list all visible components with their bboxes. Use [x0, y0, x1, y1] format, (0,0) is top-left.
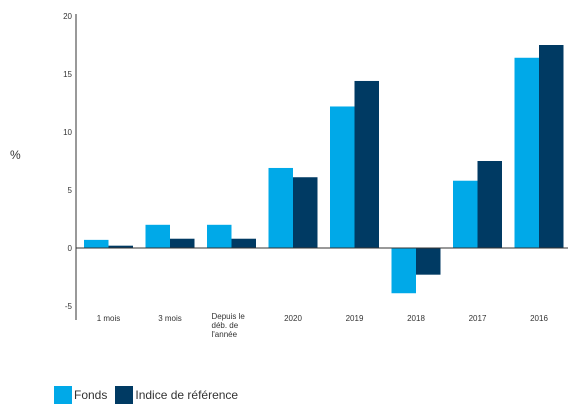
bar-fonds: [207, 224, 232, 248]
legend-swatch-indice: [115, 386, 134, 404]
x-category-label: 2020: [284, 314, 302, 323]
bar-fonds: [391, 248, 416, 294]
x-category-label: 2018: [407, 314, 425, 323]
y-tick-label: 0: [68, 244, 73, 253]
legend-swatch-fonds: [54, 386, 72, 404]
legend: Fonds Indice de référence: [54, 386, 246, 404]
bar-indice: [231, 238, 256, 248]
legend-item-fonds: Fonds: [54, 386, 115, 404]
bar-fonds: [453, 180, 478, 248]
bar-fonds: [330, 106, 355, 248]
bars-group: [84, 45, 564, 294]
bar-indice: [354, 80, 379, 249]
bar-indice: [293, 177, 318, 248]
bar-fonds: [514, 57, 539, 249]
bar-indice: [539, 45, 564, 248]
y-tick-label: 10: [63, 128, 72, 137]
bar-fonds: [268, 167, 293, 248]
bar-indice: [108, 245, 133, 248]
y-tick-label: 20: [63, 12, 72, 21]
x-category-label: Depuis le déb. de l'année: [212, 312, 246, 339]
x-axis-category-labels: 1 mois 3 mois Depuis le déb. de l'année 2020 2…: [97, 312, 549, 339]
y-axis-label: %: [10, 148, 21, 162]
bar-indice: [477, 161, 502, 248]
x-category-label: 2019: [346, 314, 364, 323]
x-category-label: 3 mois: [158, 314, 182, 323]
bar-fonds: [145, 224, 170, 248]
y-axis-ticks: -5 0 5 10 15 20: [63, 12, 72, 311]
y-tick-label: 15: [63, 70, 72, 79]
bar-indice: [170, 238, 195, 248]
legend-label-indice: Indice de référence: [135, 388, 239, 402]
bar-fonds: [84, 239, 109, 248]
bar-indice: [416, 248, 441, 275]
legend-item-indice: Indice de référence: [115, 386, 246, 404]
x-category-label: 1 mois: [97, 314, 121, 323]
x-category-label: 2016: [530, 314, 548, 323]
x-category-label: 2017: [469, 314, 487, 323]
y-tick-label: 5: [68, 186, 73, 195]
legend-label-fonds: Fonds: [74, 388, 108, 402]
y-tick-label: -5: [65, 302, 73, 311]
